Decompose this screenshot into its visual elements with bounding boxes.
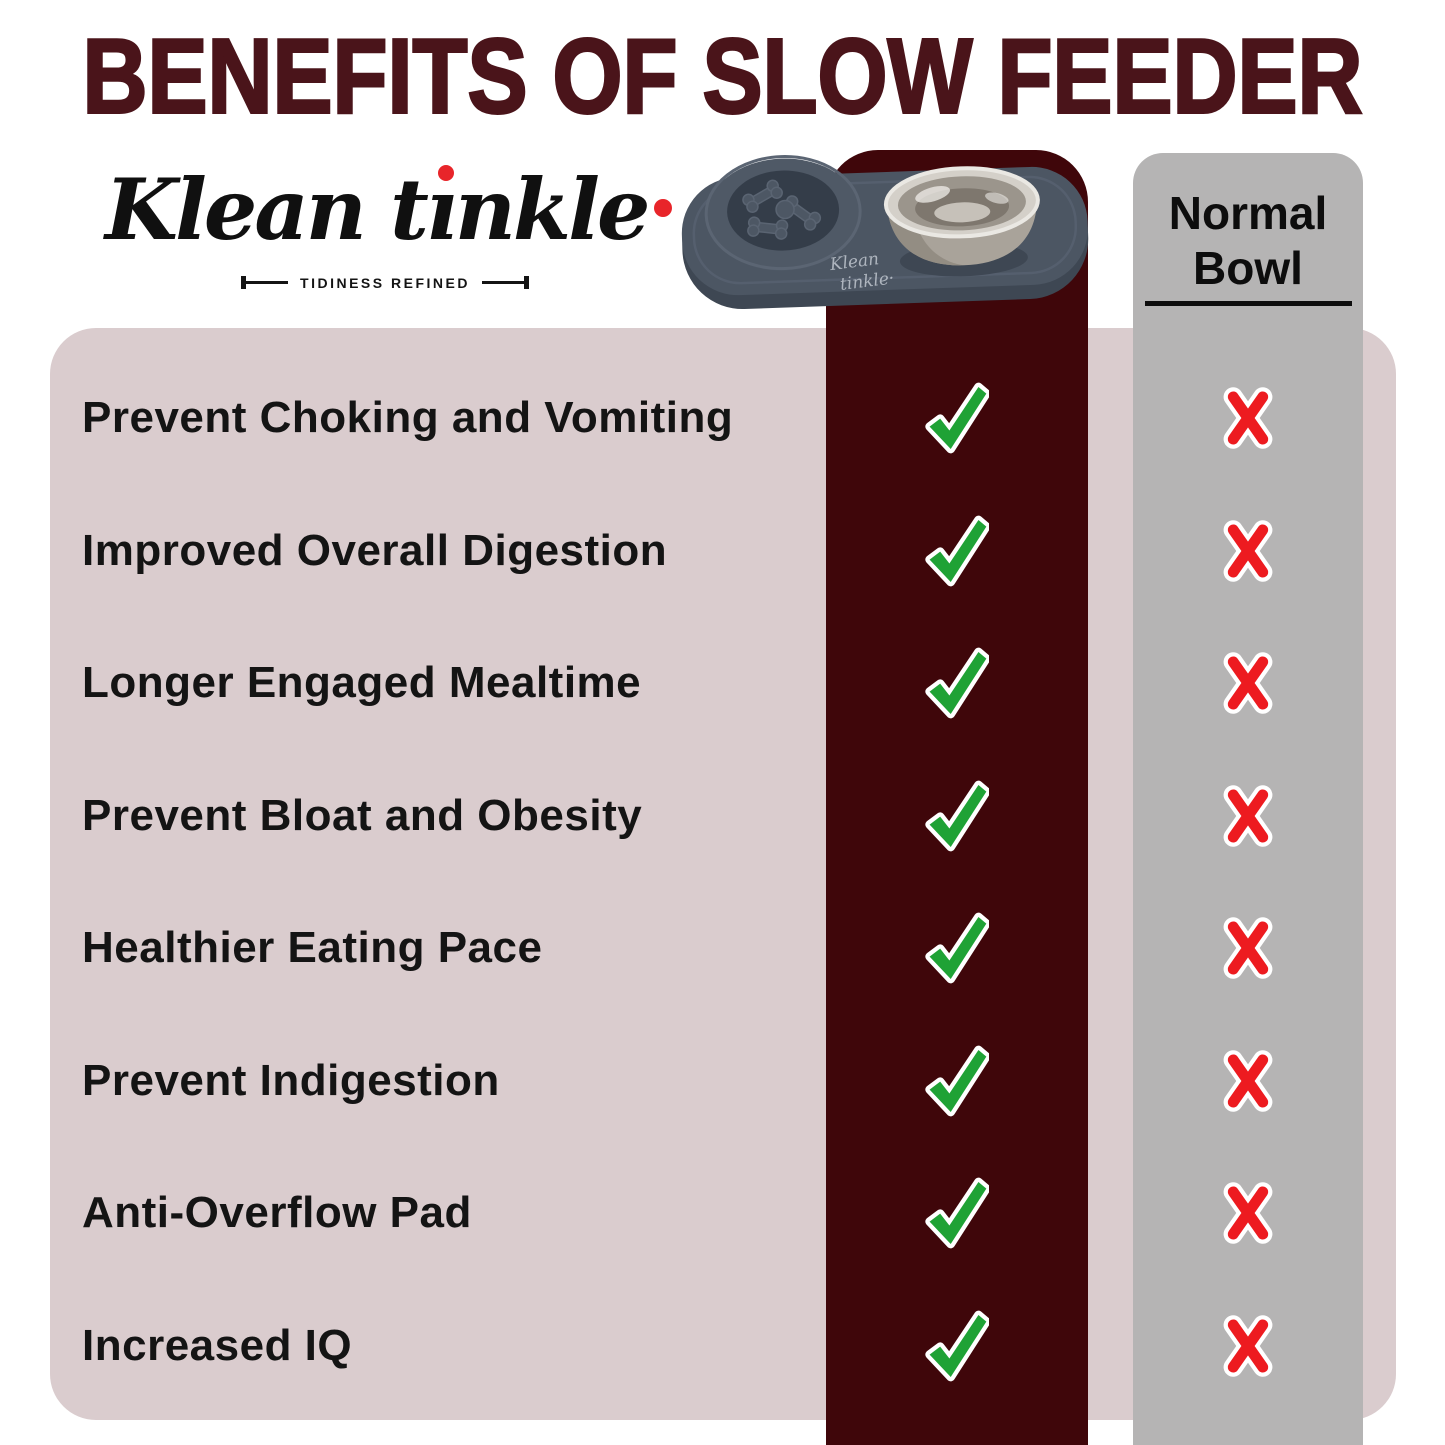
brand-name: Klean tınkle: [105, 160, 673, 259]
page-title: BENEFITS OF SLOW FEEDER: [81, 18, 1364, 137]
tagline-rule-right: [481, 276, 529, 290]
cross-icon: [1223, 520, 1273, 582]
normal-bowl-header: Normal Bowl: [1133, 186, 1363, 296]
table-row: Improved Overall Digestion: [50, 485, 1396, 618]
benefit-label: Prevent Bloat and Obesity: [82, 790, 643, 840]
benefit-label: Prevent Indigestion: [82, 1055, 500, 1105]
brand-name-post: nkle: [454, 160, 651, 259]
benefit-label: Longer Engaged Mealtime: [82, 658, 642, 708]
check-icon: [925, 647, 989, 719]
normal-bowl-underline: [1145, 301, 1352, 306]
brand-name-i: ı: [425, 160, 458, 259]
tagline-rule-left: [241, 276, 289, 290]
benefit-label: Healthier Eating Pace: [82, 923, 543, 973]
check-icon: [925, 382, 989, 454]
cross-icon: [1223, 1315, 1273, 1377]
check-icon: [925, 1177, 989, 1249]
cross-icon: [1223, 917, 1273, 979]
table-row: Anti-Overflow Pad: [50, 1147, 1396, 1280]
product-image-slow-feeder: Klean tinkle·: [681, 155, 1089, 310]
check-icon: [925, 515, 989, 587]
normal-bowl-header-line1: Normal: [1168, 187, 1328, 239]
cross-icon: [1223, 387, 1273, 449]
benefit-label: Prevent Choking and Vomiting: [82, 393, 734, 443]
table-row: Increased IQ: [50, 1280, 1396, 1413]
cross-icon: [1223, 785, 1273, 847]
brand-name-pre: Klean t: [105, 160, 429, 259]
brand-tagline: TIDINESS REFINED: [300, 274, 470, 291]
cross-icon: [1223, 1182, 1273, 1244]
check-icon: [925, 780, 989, 852]
cross-icon: [1223, 1050, 1273, 1112]
table-row: Longer Engaged Mealtime: [50, 617, 1396, 750]
table-row: Prevent Indigestion: [50, 1015, 1396, 1148]
table-row: Prevent Bloat and Obesity: [50, 750, 1396, 883]
brand-logo: Klean tınkle TIDINESS REFINED: [105, 160, 673, 291]
red-dot-icon: [654, 199, 673, 217]
check-icon: [925, 1045, 989, 1117]
steel-bowl: [883, 166, 1040, 277]
check-icon: [925, 1310, 989, 1382]
cross-icon: [1223, 652, 1273, 714]
normal-bowl-header-line2: Bowl: [1193, 242, 1303, 295]
bone-maze-obstacles: [742, 179, 822, 240]
check-icon: [925, 912, 989, 984]
benefit-label: Anti-Overflow Pad: [82, 1188, 472, 1238]
benefit-label: Increased IQ: [82, 1320, 353, 1370]
benefits-table: Prevent Choking and Vomiting Improved Ov…: [50, 352, 1396, 1412]
table-row: Healthier Eating Pace: [50, 882, 1396, 1015]
benefit-label: Improved Overall Digestion: [82, 525, 668, 575]
table-row: Prevent Choking and Vomiting: [50, 352, 1396, 485]
slow-feeder-bowl: [704, 155, 862, 271]
brand-tagline-row: TIDINESS REFINED: [105, 275, 665, 291]
